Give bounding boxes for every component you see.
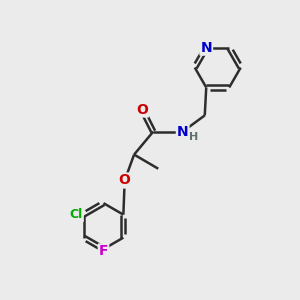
Text: O: O xyxy=(136,103,148,116)
Text: N: N xyxy=(177,124,188,139)
Text: Cl: Cl xyxy=(70,208,83,221)
Text: F: F xyxy=(99,244,108,259)
Text: O: O xyxy=(119,173,130,188)
Text: H: H xyxy=(189,132,199,142)
Text: N: N xyxy=(200,41,212,55)
